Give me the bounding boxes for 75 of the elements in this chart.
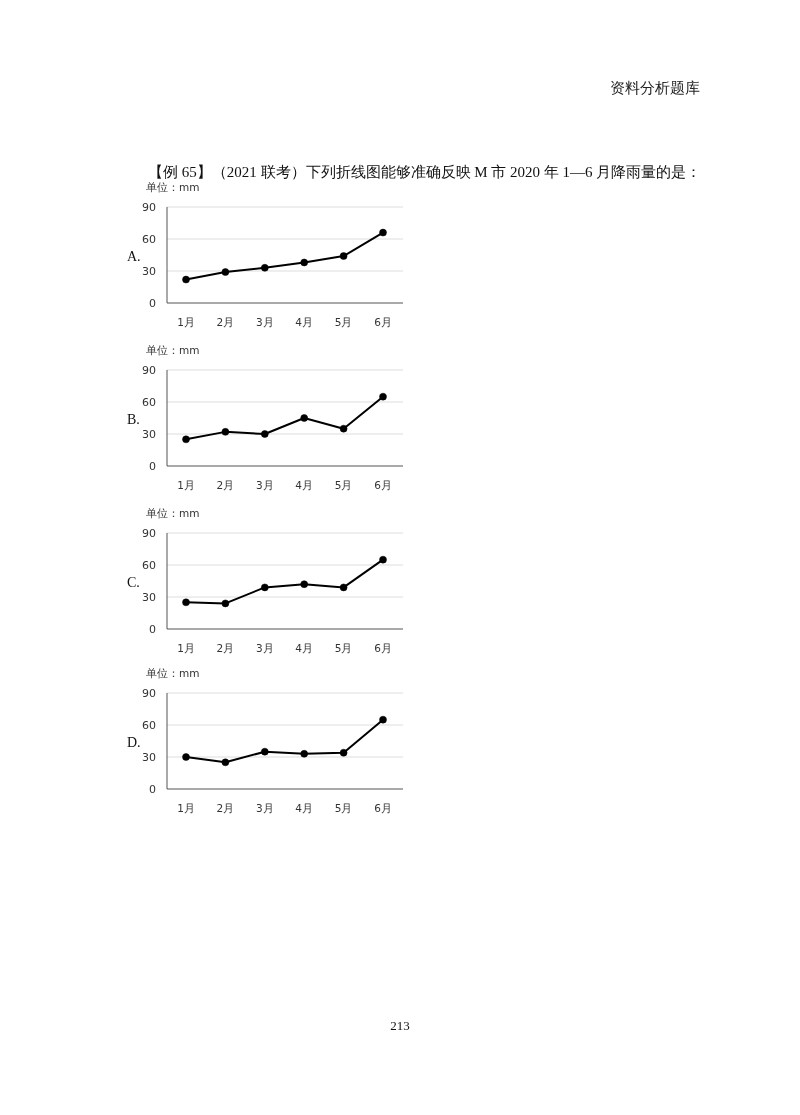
text: A. [127, 249, 141, 264]
point [339, 424, 348, 433]
x-tick-label: 5月 [334, 802, 353, 814]
x-tick-label: 2月 [216, 642, 235, 654]
x-tick-label: 6月 [374, 642, 392, 654]
x-tick-label: 1月 [177, 479, 195, 491]
y-tick-label: 30 [142, 591, 156, 604]
point [379, 555, 387, 564]
point [379, 228, 387, 237]
y-tick-label: 30 [142, 428, 156, 441]
point [182, 753, 190, 761]
x-tick-label: 6月 [374, 479, 392, 491]
x-tick-label: 4月 [295, 316, 314, 328]
x-tick-label: 3月 [255, 802, 274, 814]
point [182, 435, 190, 444]
point [182, 598, 190, 607]
y-tick-label: 0 [149, 623, 156, 636]
point [221, 428, 230, 436]
x-tick-label: 1月 [177, 316, 195, 328]
text: D. [127, 735, 141, 750]
point [300, 414, 308, 422]
x-tick-label: 5月 [334, 316, 353, 328]
x-tick-label: 1月 [177, 802, 195, 814]
y-tick-label: 60 [142, 233, 156, 246]
y-axis-title: 单位：mm [146, 181, 200, 193]
text: C. [127, 575, 140, 590]
x-tick-label: 2月 [216, 479, 235, 491]
y-tick-label: 30 [142, 265, 156, 278]
x-tick-label: 5月 [334, 642, 353, 654]
point [261, 583, 269, 592]
point [221, 599, 230, 608]
point [261, 430, 269, 438]
point [261, 264, 269, 272]
x-tick-label: 3月 [255, 316, 274, 328]
x-tick-label: 2月 [216, 802, 235, 814]
y-tick-label: 0 [149, 297, 156, 310]
point [300, 258, 308, 267]
y-tick-label: 60 [142, 719, 156, 732]
y-tick-label: 90 [142, 364, 156, 377]
point [221, 268, 230, 276]
y-tick-label: 60 [142, 559, 156, 572]
y-tick-label: 0 [149, 460, 156, 473]
x-tick-label: 6月 [374, 316, 392, 328]
point [339, 748, 348, 757]
text: 资料分析题库 [610, 79, 700, 97]
x-tick-label: 4月 [295, 802, 314, 814]
x-tick-label: 5月 [334, 479, 353, 491]
point [339, 583, 348, 592]
point [379, 715, 387, 724]
x-tick-label: 4月 [295, 479, 314, 491]
x-tick-label: 6月 [374, 802, 392, 814]
y-axis-title: 单位：mm [146, 507, 200, 519]
x-tick-label: 3月 [255, 642, 274, 654]
y-axis-title: 单位：mm [146, 344, 200, 356]
y-tick-label: 90 [142, 201, 156, 214]
point [300, 750, 308, 758]
point [182, 275, 190, 284]
point [379, 392, 387, 401]
x-tick-label: 4月 [295, 642, 314, 654]
text: 213 [390, 1018, 410, 1033]
point [300, 580, 308, 588]
x-tick-label: 2月 [216, 316, 235, 328]
point [339, 252, 348, 260]
point [261, 747, 269, 756]
y-tick-label: 30 [142, 751, 156, 764]
x-tick-label: 3月 [255, 479, 274, 491]
y-tick-label: 0 [149, 783, 156, 796]
y-axis-title: 单位：mm [146, 667, 200, 679]
text: B. [127, 412, 140, 427]
point [221, 758, 230, 767]
chart-title: 【例 65】（2021 联考）下列折线图能够准确反映 M 市 2020 年 1—6 月降雨量的是： [148, 164, 702, 180]
x-tick-label: 1月 [177, 642, 195, 654]
y-tick-label: 60 [142, 396, 156, 409]
y-tick-label: 90 [142, 527, 156, 540]
y-tick-label: 90 [142, 687, 156, 700]
